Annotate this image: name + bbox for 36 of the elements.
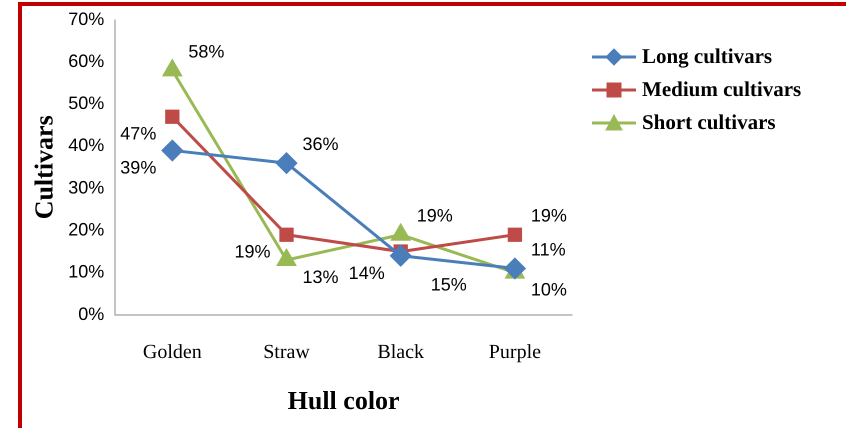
data-label: 15% [430,274,467,295]
y-tick-label: 30% [68,177,104,198]
legend-label: Medium cultivars [642,77,802,102]
legend-label: Short cultivars [642,110,776,135]
data-label: 11% [530,239,566,260]
data-label: 19% [530,206,567,226]
x-tick-label: Purple [488,341,542,364]
x-tick-label: Straw [263,341,310,364]
y-tick-label: 50% [68,93,104,114]
y-tick-label: 20% [68,219,104,240]
data-label: 58% [188,41,224,62]
data-label: 14% [348,262,385,283]
y-tick-label: 70% [68,8,104,29]
point [162,140,183,161]
data-label: 10% [530,280,567,300]
x-axis-title: Hull color [288,386,400,416]
point [504,258,526,279]
point [276,152,298,174]
point [390,245,412,266]
point [279,228,294,242]
data-label: 13% [302,266,339,287]
data-label: 19% [416,206,453,226]
point [165,110,180,124]
y-axis-title: Cultivars [29,115,58,220]
data-label: 47% [120,124,156,144]
y-tick-label: 0% [78,304,104,324]
x-tick-label: Golden [142,341,202,364]
data-label: 19% [234,242,271,262]
point [508,228,522,242]
y-tick-label: 10% [68,262,104,282]
y-tick-label: 40% [68,135,104,156]
legend-label: Long cultivars [642,44,772,69]
data-label: 36% [302,134,339,154]
x-tick-label: Black [377,341,424,364]
data-label: 39% [120,157,156,178]
y-tick-label: 60% [68,50,104,71]
